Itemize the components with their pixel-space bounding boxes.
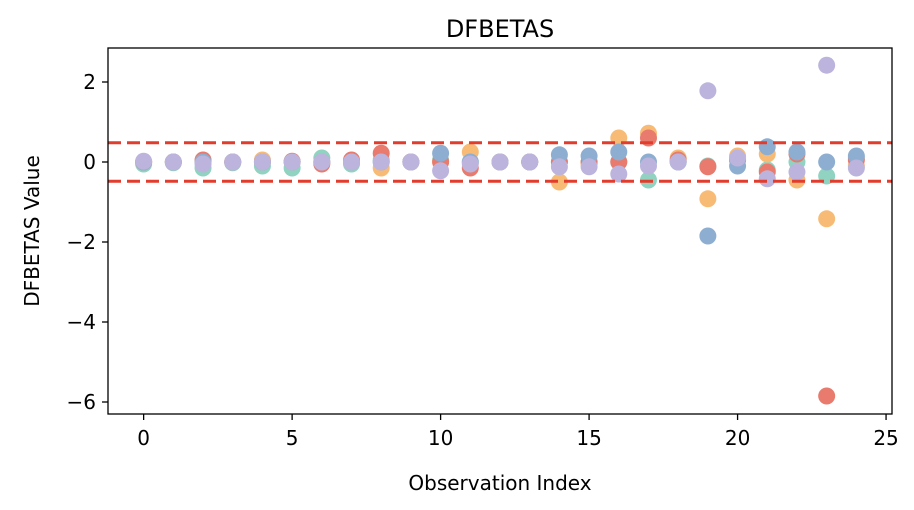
data-point (432, 162, 450, 180)
data-point (610, 165, 628, 183)
data-point (135, 152, 153, 170)
data-point (313, 153, 331, 171)
data-point (283, 153, 301, 171)
x-axis: 0 5 10 15 20 25 (137, 414, 899, 450)
data-point (343, 153, 361, 171)
y-tick-label: −6 (67, 390, 96, 414)
x-tick-label: 10 (428, 426, 453, 450)
data-point (788, 143, 806, 161)
x-tick-label: 15 (576, 426, 601, 450)
data-point (224, 153, 242, 171)
data-point (253, 153, 271, 171)
x-tick-label: 0 (137, 426, 150, 450)
data-point (669, 153, 687, 171)
data-point (491, 153, 509, 171)
plot-area (108, 56, 892, 405)
data-point (758, 170, 776, 188)
data-point (699, 190, 717, 208)
data-point (729, 149, 747, 167)
plot-frame (107, 47, 893, 415)
data-point (550, 158, 568, 176)
data-point (699, 158, 717, 176)
y-tick-label: 0 (83, 150, 96, 174)
data-point (818, 56, 836, 74)
data-point (788, 163, 806, 181)
data-point (550, 173, 568, 191)
x-axis-label: Observation Index (408, 471, 591, 495)
data-point (402, 153, 420, 171)
data-point (550, 146, 568, 164)
data-point (639, 157, 657, 175)
y-tick-label: −4 (67, 310, 96, 334)
x-tick-label: 5 (286, 426, 299, 450)
data-point (194, 155, 212, 173)
data-point (372, 153, 390, 171)
y-tick-label: −2 (67, 230, 96, 254)
data-point (847, 147, 865, 165)
data-point (164, 153, 182, 171)
data-point (847, 159, 865, 177)
data-point (818, 210, 836, 228)
data-point (699, 227, 717, 245)
y-tick-label: 2 (83, 70, 96, 94)
chart-title: DFBETAS (446, 15, 554, 43)
data-point (610, 143, 628, 161)
data-point (818, 387, 836, 405)
x-tick-label: 20 (725, 426, 750, 450)
data-point (461, 155, 479, 173)
y-axis: 2 0 −2 −4 −6 (67, 70, 108, 414)
data-point (432, 144, 450, 162)
data-point (580, 158, 598, 176)
x-tick-label: 25 (873, 426, 898, 450)
y-axis-label: DFBETAS Value (20, 155, 44, 307)
data-point (818, 153, 836, 171)
data-point (699, 82, 717, 100)
data-point (758, 138, 776, 156)
data-point (521, 153, 539, 171)
